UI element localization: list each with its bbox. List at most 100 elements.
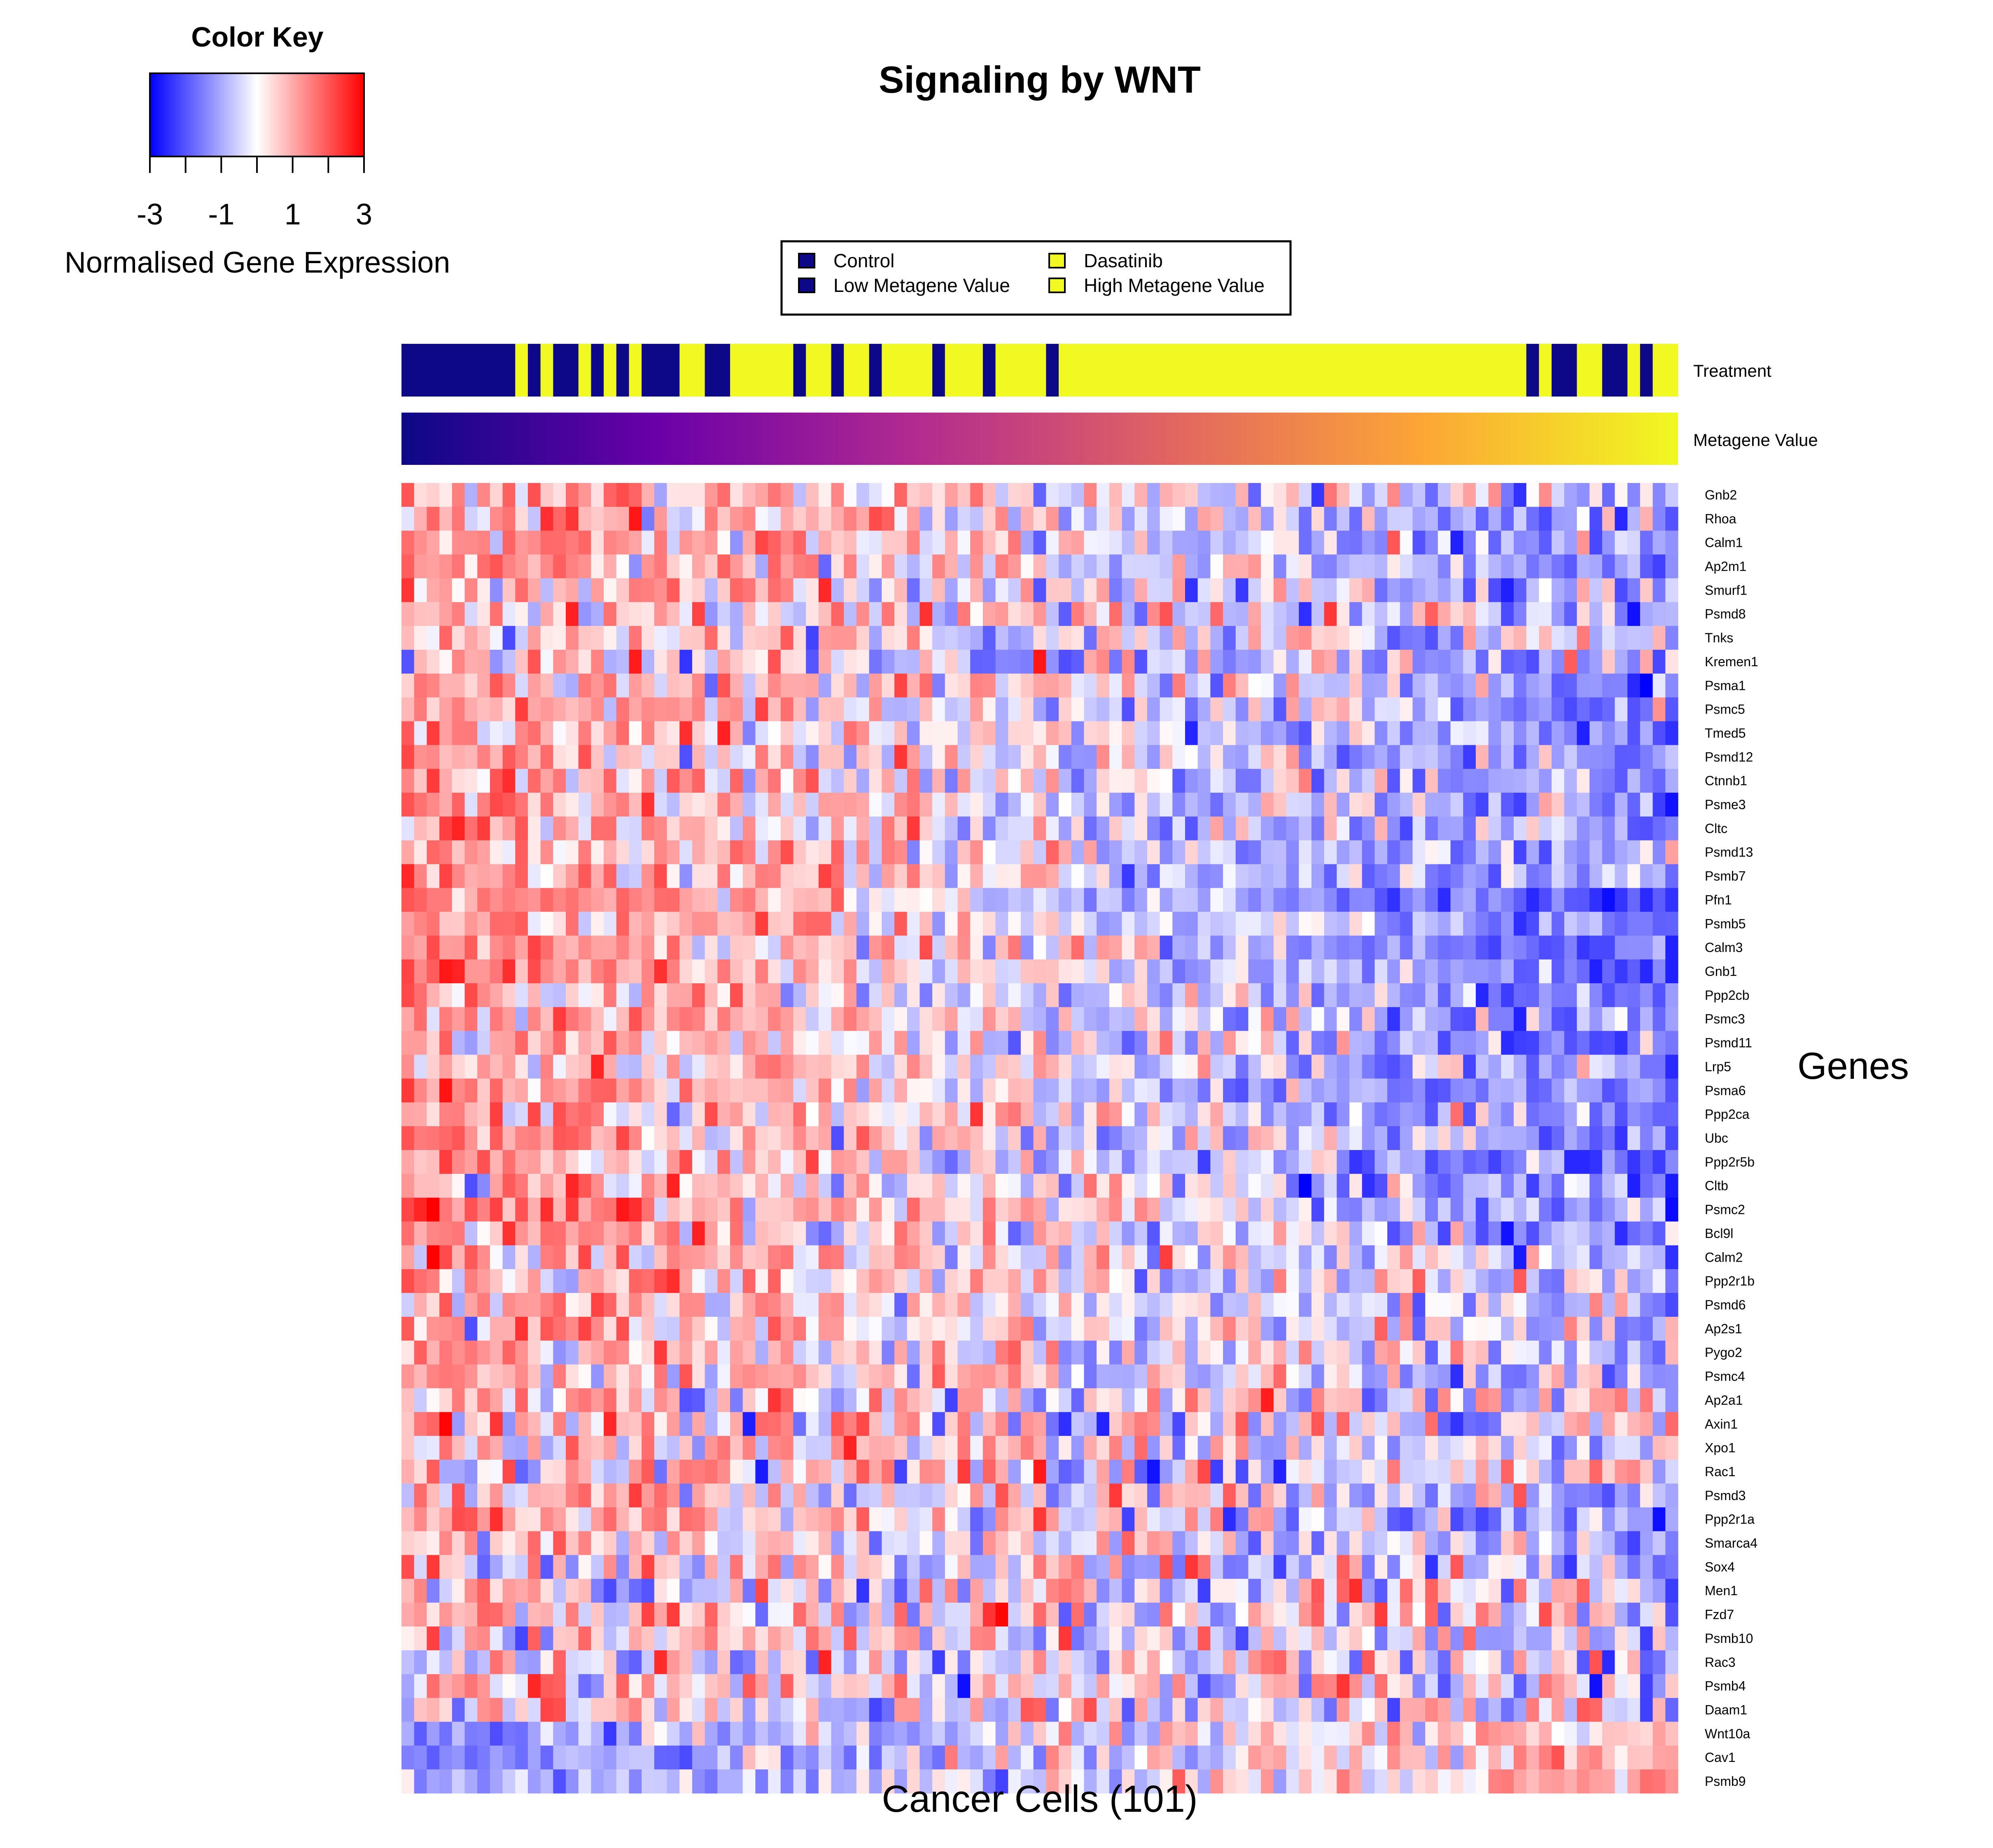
heatmap-cell xyxy=(705,530,718,555)
heatmap-cell xyxy=(527,1055,541,1079)
heatmap-cell xyxy=(464,1174,478,1198)
heatmap-cell xyxy=(1488,578,1501,602)
heatmap-cell xyxy=(642,1460,655,1484)
heatmap-cell xyxy=(1652,1245,1666,1269)
heatmap-cell xyxy=(439,1579,453,1603)
heatmap-cell xyxy=(1463,1245,1476,1269)
heatmap-cell xyxy=(869,554,882,579)
heatmap-cell xyxy=(1160,1316,1173,1341)
heatmap-cell xyxy=(1577,816,1590,841)
heatmap-cell xyxy=(1400,983,1413,1008)
heatmap-cell xyxy=(1450,1102,1463,1127)
heatmap-cell xyxy=(591,1102,604,1127)
heatmap-cell xyxy=(1513,649,1527,674)
heatmap-cell xyxy=(1109,793,1123,817)
heatmap-cell xyxy=(818,1245,832,1269)
heatmap-cell xyxy=(1248,983,1261,1008)
heatmap-cell xyxy=(831,912,844,936)
heatmap-cell xyxy=(1552,1316,1565,1341)
heatmap-cell xyxy=(1552,483,1565,507)
heatmap-cell xyxy=(1286,649,1299,674)
heatmap-cell xyxy=(1463,506,1476,531)
heatmap-cell xyxy=(1425,1316,1438,1341)
heatmap-cell xyxy=(1665,1388,1678,1412)
heatmap-cell xyxy=(692,1436,705,1460)
heatmap-cell xyxy=(616,1507,630,1532)
heatmap-cell xyxy=(1210,554,1223,579)
heatmap-cell xyxy=(995,1221,1008,1246)
heatmap-cell xyxy=(1261,578,1274,602)
heatmap-cell xyxy=(1197,912,1211,936)
heatmap-cell xyxy=(793,1460,806,1484)
heatmap-cell xyxy=(1311,1221,1325,1246)
heatmap-cell xyxy=(1324,1531,1337,1556)
heatmap-cell xyxy=(502,816,516,841)
heatmap-cell xyxy=(1362,840,1375,865)
heatmap-cell xyxy=(1020,1460,1034,1484)
heatmap-cell xyxy=(1210,721,1223,745)
heatmap-cell xyxy=(1059,864,1072,889)
heatmap-cell xyxy=(401,745,415,769)
heatmap-cell xyxy=(1235,983,1249,1008)
heatmap-cell xyxy=(692,626,705,650)
heatmap-cell xyxy=(1235,578,1249,602)
heatmap-cell xyxy=(616,1102,630,1127)
heatmap-cell xyxy=(1197,1055,1211,1079)
heatmap-cell xyxy=(818,1364,832,1389)
heatmap-cell xyxy=(1261,1555,1274,1579)
heatmap-cell xyxy=(1020,1340,1034,1365)
heatmap-cell xyxy=(982,1031,996,1055)
heatmap-cell xyxy=(667,1221,680,1246)
heatmap-cell xyxy=(439,649,453,674)
heatmap-cell xyxy=(894,1269,908,1293)
heatmap-cell xyxy=(1400,936,1413,960)
heatmap-cell xyxy=(856,959,870,984)
heatmap-cell xyxy=(1197,1031,1211,1055)
heatmap-cell xyxy=(856,649,870,674)
heatmap-cell xyxy=(818,1316,832,1341)
heatmap-cell xyxy=(566,1412,579,1436)
heatmap-cell xyxy=(932,1126,945,1150)
heatmap-cell xyxy=(844,1316,857,1341)
heatmap-cell xyxy=(679,697,693,722)
heatmap-cell xyxy=(553,1221,566,1246)
heatmap-cell xyxy=(742,1388,756,1412)
heatmap-cell xyxy=(1375,769,1388,793)
heatmap-cell xyxy=(1033,1269,1046,1293)
heatmap-cell xyxy=(1539,1388,1552,1412)
heatmap-cell xyxy=(1627,864,1641,889)
heatmap-cell xyxy=(1097,816,1110,841)
heatmap-cell xyxy=(1362,745,1375,769)
heatmap-cell xyxy=(717,1150,730,1174)
heatmap-cell xyxy=(995,1055,1008,1079)
heatmap-cell xyxy=(1261,1055,1274,1079)
heatmap-cell xyxy=(705,1364,718,1389)
heatmap-cell xyxy=(1539,649,1552,674)
heatmap-cell xyxy=(1615,649,1628,674)
heatmap-cell xyxy=(1526,673,1539,698)
heatmap-cell xyxy=(439,578,453,602)
heatmap-cells xyxy=(401,483,1678,1794)
heatmap-cell xyxy=(1122,1555,1135,1579)
heatmap-cell xyxy=(1160,673,1173,698)
heatmap-cell xyxy=(1438,1316,1451,1341)
heatmap-cell xyxy=(1640,840,1653,865)
heatmap-cell xyxy=(414,1269,427,1293)
heatmap-cell xyxy=(932,1078,945,1103)
heatmap-cell xyxy=(844,959,857,984)
heatmap-cell xyxy=(1008,506,1021,531)
heatmap-cell xyxy=(957,506,971,531)
heatmap-cell xyxy=(1526,1460,1539,1484)
heatmap-cell xyxy=(1349,721,1363,745)
heatmap-cell xyxy=(1513,1150,1527,1174)
heatmap-cell xyxy=(1488,1388,1501,1412)
heatmap-cell xyxy=(629,506,642,531)
heatmap-cell xyxy=(566,1340,579,1365)
heatmap-cell xyxy=(1589,483,1603,507)
heatmap-cell xyxy=(1147,721,1160,745)
heatmap-cell xyxy=(1261,1412,1274,1436)
heatmap-cell xyxy=(1210,1364,1223,1389)
heatmap-cell xyxy=(1147,1412,1160,1436)
heatmap-cell xyxy=(1602,1555,1615,1579)
heatmap-cell xyxy=(1235,840,1249,865)
